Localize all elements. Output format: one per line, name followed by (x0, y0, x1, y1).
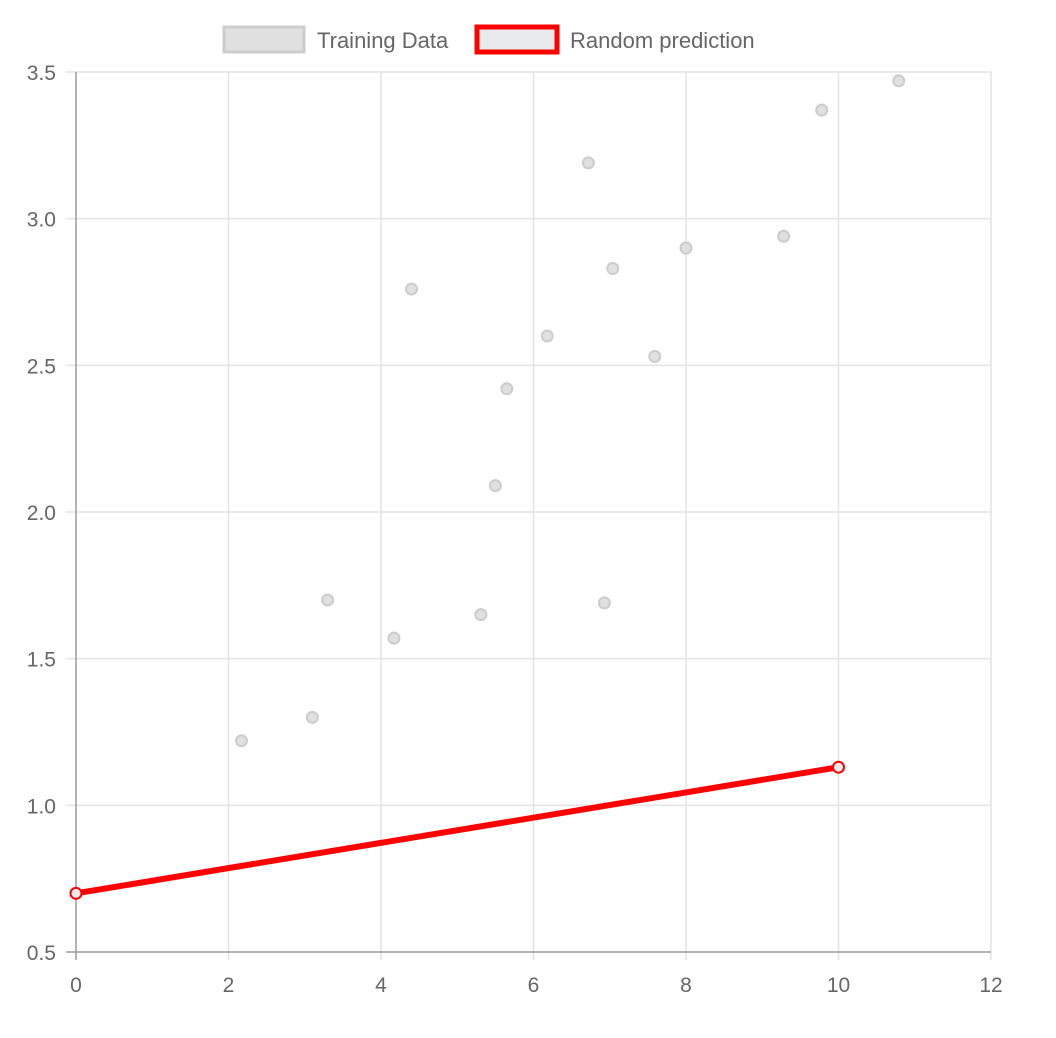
training-data-point[interactable] (679, 241, 693, 255)
training-data-point[interactable] (581, 156, 595, 170)
training-data-point[interactable] (597, 596, 611, 610)
training-data-point[interactable] (606, 262, 620, 276)
training-data-point[interactable] (648, 350, 662, 364)
y-tick-label: 2.5 (27, 355, 56, 378)
prediction-point[interactable] (69, 886, 83, 900)
training-data-point[interactable] (387, 631, 401, 645)
x-tick-label: 10 (827, 974, 850, 997)
y-tick-label: 3.0 (27, 209, 56, 232)
legend-swatch (222, 25, 306, 54)
training-data-point[interactable] (488, 479, 502, 493)
training-data-point[interactable] (500, 382, 514, 396)
y-tick-label: 0.5 (27, 942, 56, 965)
tick-labels: 0 2 4 6 8 10 12 0.5 1.0 1.5 2.0 2.5 3.0 3.5 (27, 62, 1003, 997)
legend-label: Random prediction (570, 28, 755, 53)
x-tick-label: 6 (528, 974, 540, 997)
series-1 (69, 760, 845, 900)
x-tick-label: 8 (680, 974, 692, 997)
x-tick-label: 2 (223, 974, 235, 997)
training-data-point[interactable] (540, 329, 554, 343)
legend-swatch (474, 24, 560, 55)
x-tick-label: 0 (70, 974, 82, 997)
axes (66, 72, 991, 960)
legend[interactable]: Training Data Random prediction (222, 24, 755, 55)
training-data-point[interactable] (892, 74, 906, 88)
training-data-point[interactable] (305, 710, 319, 724)
grid-lines (66, 71, 992, 960)
y-tick-label: 1.0 (27, 795, 56, 818)
training-data-point[interactable] (777, 229, 791, 243)
x-tick-label: 12 (979, 974, 1002, 997)
data-series (69, 74, 906, 900)
legend-item-0[interactable]: Training Data (222, 25, 449, 54)
legend-item-1[interactable]: Random prediction (474, 24, 755, 55)
prediction-line (73, 764, 842, 897)
y-tick-label: 1.5 (27, 649, 56, 672)
y-tick-label: 2.0 (27, 502, 56, 525)
training-data-point[interactable] (321, 593, 335, 607)
series-0 (234, 74, 906, 748)
training-data-point[interactable] (474, 608, 488, 622)
legend-label: Training Data (317, 28, 449, 53)
training-data-point[interactable] (405, 282, 418, 296)
training-data-point[interactable] (234, 734, 248, 748)
training-data-point[interactable] (815, 103, 829, 117)
y-tick-label: 3.5 (27, 62, 56, 85)
x-tick-label: 4 (375, 974, 387, 997)
prediction-point[interactable] (832, 760, 845, 774)
